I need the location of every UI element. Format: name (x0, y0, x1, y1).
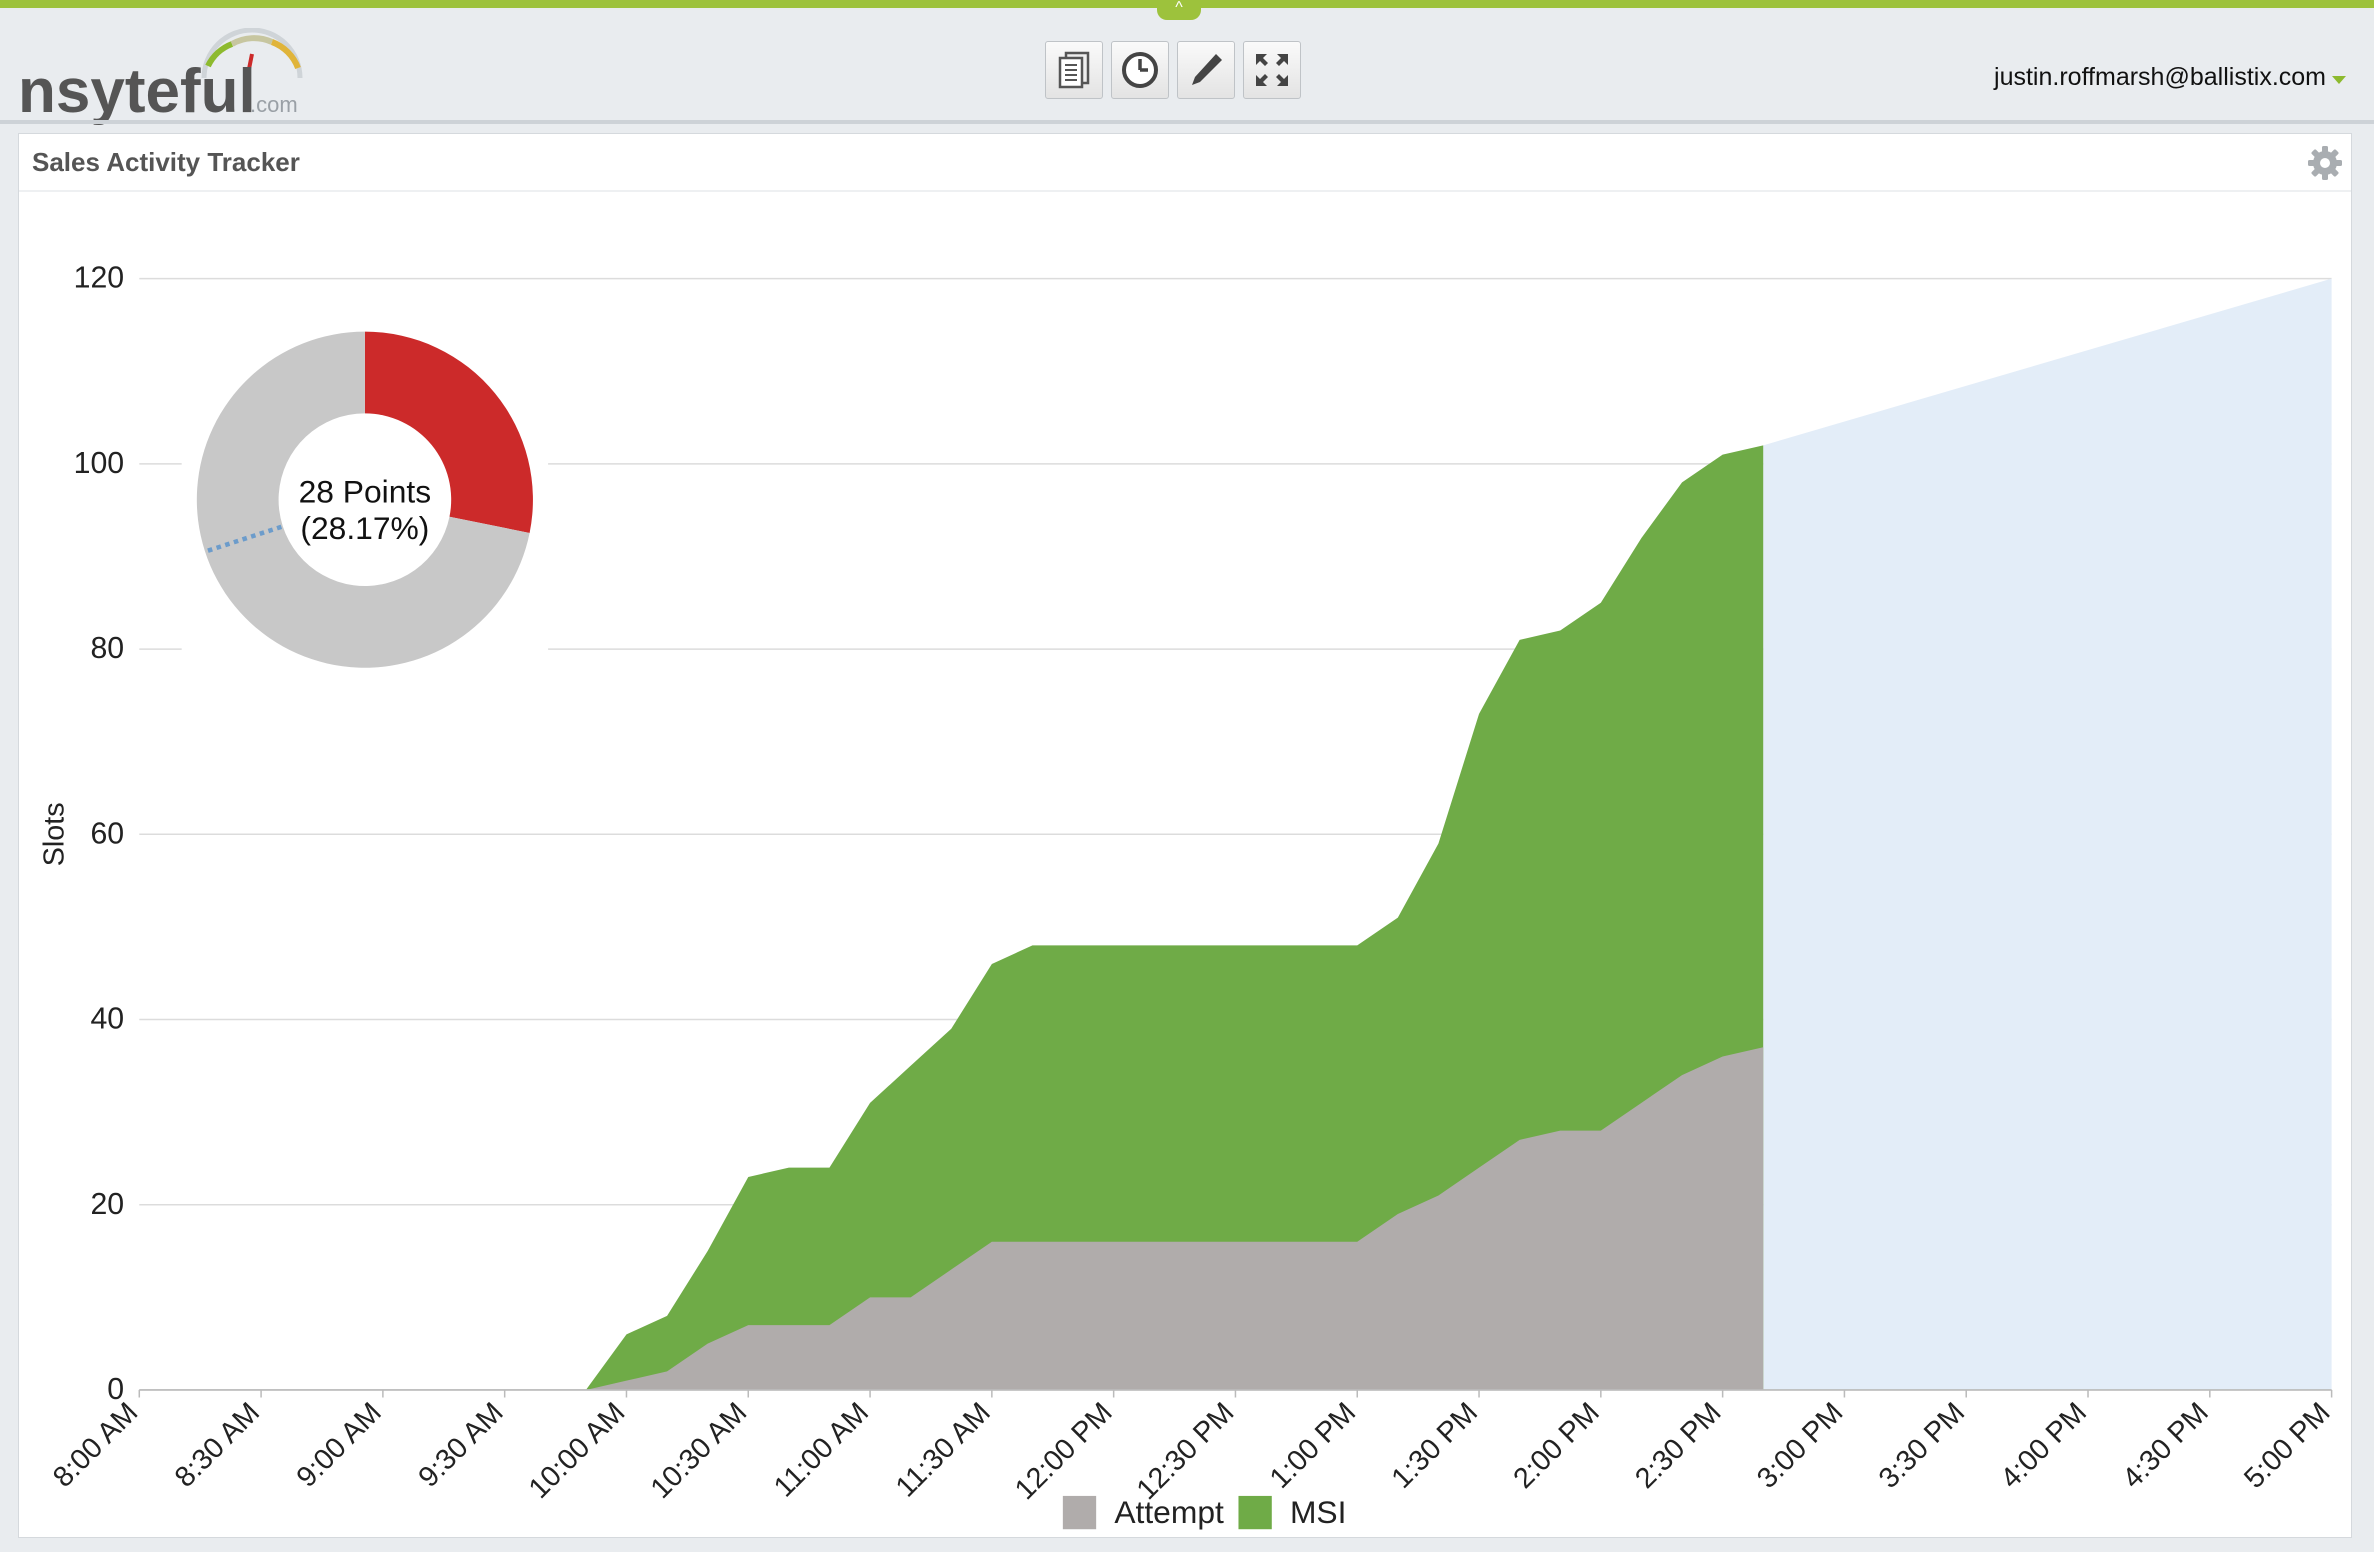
user-menu[interactable]: justin.roffmarsh@ballistix.com (1994, 63, 2346, 92)
panel-header: Sales Activity Tracker (19, 134, 2351, 192)
x-tick-label: 4:30 PM (2116, 1396, 2214, 1494)
donut-slice-points[interactable] (364, 331, 533, 533)
x-tick-label: 3:00 PM (1751, 1396, 1849, 1494)
x-tick-label: 12:00 PM (1009, 1396, 1119, 1506)
y-tick-label: 120 (74, 262, 125, 295)
expand-icon (1256, 54, 1288, 86)
pencil-icon (1192, 54, 1222, 85)
target-projection-area (1763, 278, 2332, 1390)
legend-label-msi[interactable]: MSI (1290, 1494, 1347, 1530)
y-tick-label: 80 (90, 632, 124, 665)
donut-target-marker (207, 523, 285, 553)
x-tick-label: 2:00 PM (1507, 1396, 1605, 1494)
clock-icon (1122, 52, 1158, 88)
panel-title: Sales Activity Tracker (32, 147, 300, 177)
x-tick-label: 10:30 AM (645, 1396, 754, 1505)
toolbar (1045, 41, 1301, 101)
legend-swatch-msi[interactable] (1238, 1495, 1272, 1530)
donut-points-label: 28 Points (299, 474, 432, 510)
x-tick-label: 8:30 AM (169, 1396, 266, 1493)
edit-button[interactable] (1177, 41, 1235, 99)
svg-text:nsyteful: nsyteful (18, 57, 256, 126)
x-tick-label: 9:00 AM (291, 1396, 388, 1493)
header-divider (0, 120, 2374, 124)
collapse-header-button[interactable]: ^ (1157, 0, 1201, 20)
x-tick-label: 3:30 PM (1873, 1396, 1971, 1494)
x-tick-label: 11:00 AM (768, 1396, 875, 1503)
x-tick-label: 5:00 PM (2238, 1396, 2336, 1494)
history-button[interactable] (1111, 41, 1169, 99)
legend-label-attempt[interactable]: Attempt (1114, 1494, 1224, 1530)
x-tick-label: 8:00 AM (47, 1396, 144, 1493)
x-tick-label: 1:00 PM (1264, 1396, 1362, 1494)
fullscreen-button[interactable] (1243, 41, 1301, 99)
y-tick-label: 40 (90, 1003, 124, 1036)
nsyteful-logo[interactable]: nsyteful .com (18, 28, 318, 128)
report-button[interactable] (1045, 41, 1103, 99)
x-tick-label: 2:30 PM (1629, 1396, 1727, 1494)
x-tick-label: 11:30 AM (890, 1396, 997, 1503)
document-icon (1058, 51, 1090, 89)
donut-percent-label: (28.17%) (300, 510, 429, 546)
y-tick-label: 60 (90, 817, 124, 850)
chevron-down-icon (2332, 75, 2346, 84)
user-email: justin.roffmarsh@ballistix.com (1994, 63, 2326, 91)
x-tick-label: 1:30 PM (1386, 1396, 1484, 1494)
x-tick-label: 10:00 AM (523, 1396, 632, 1505)
donut-slice-remaining[interactable] (196, 331, 530, 668)
y-axis-label: Slots (39, 802, 71, 866)
gear-icon[interactable] (2305, 143, 2345, 183)
series-area-msi[interactable] (585, 445, 1764, 1390)
y-tick-label: 100 (74, 447, 125, 480)
x-tick-label: 4:00 PM (1995, 1396, 2093, 1494)
x-tick-label: 12:30 PM (1131, 1396, 1241, 1506)
svg-text:.com: .com (250, 92, 298, 117)
x-tick-label: 9:30 AM (412, 1396, 509, 1493)
legend-swatch-attempt[interactable] (1062, 1495, 1097, 1530)
y-tick-label: 20 (90, 1188, 124, 1221)
y-tick-label: 0 (107, 1373, 124, 1406)
series-area-attempt[interactable] (585, 1047, 1764, 1390)
